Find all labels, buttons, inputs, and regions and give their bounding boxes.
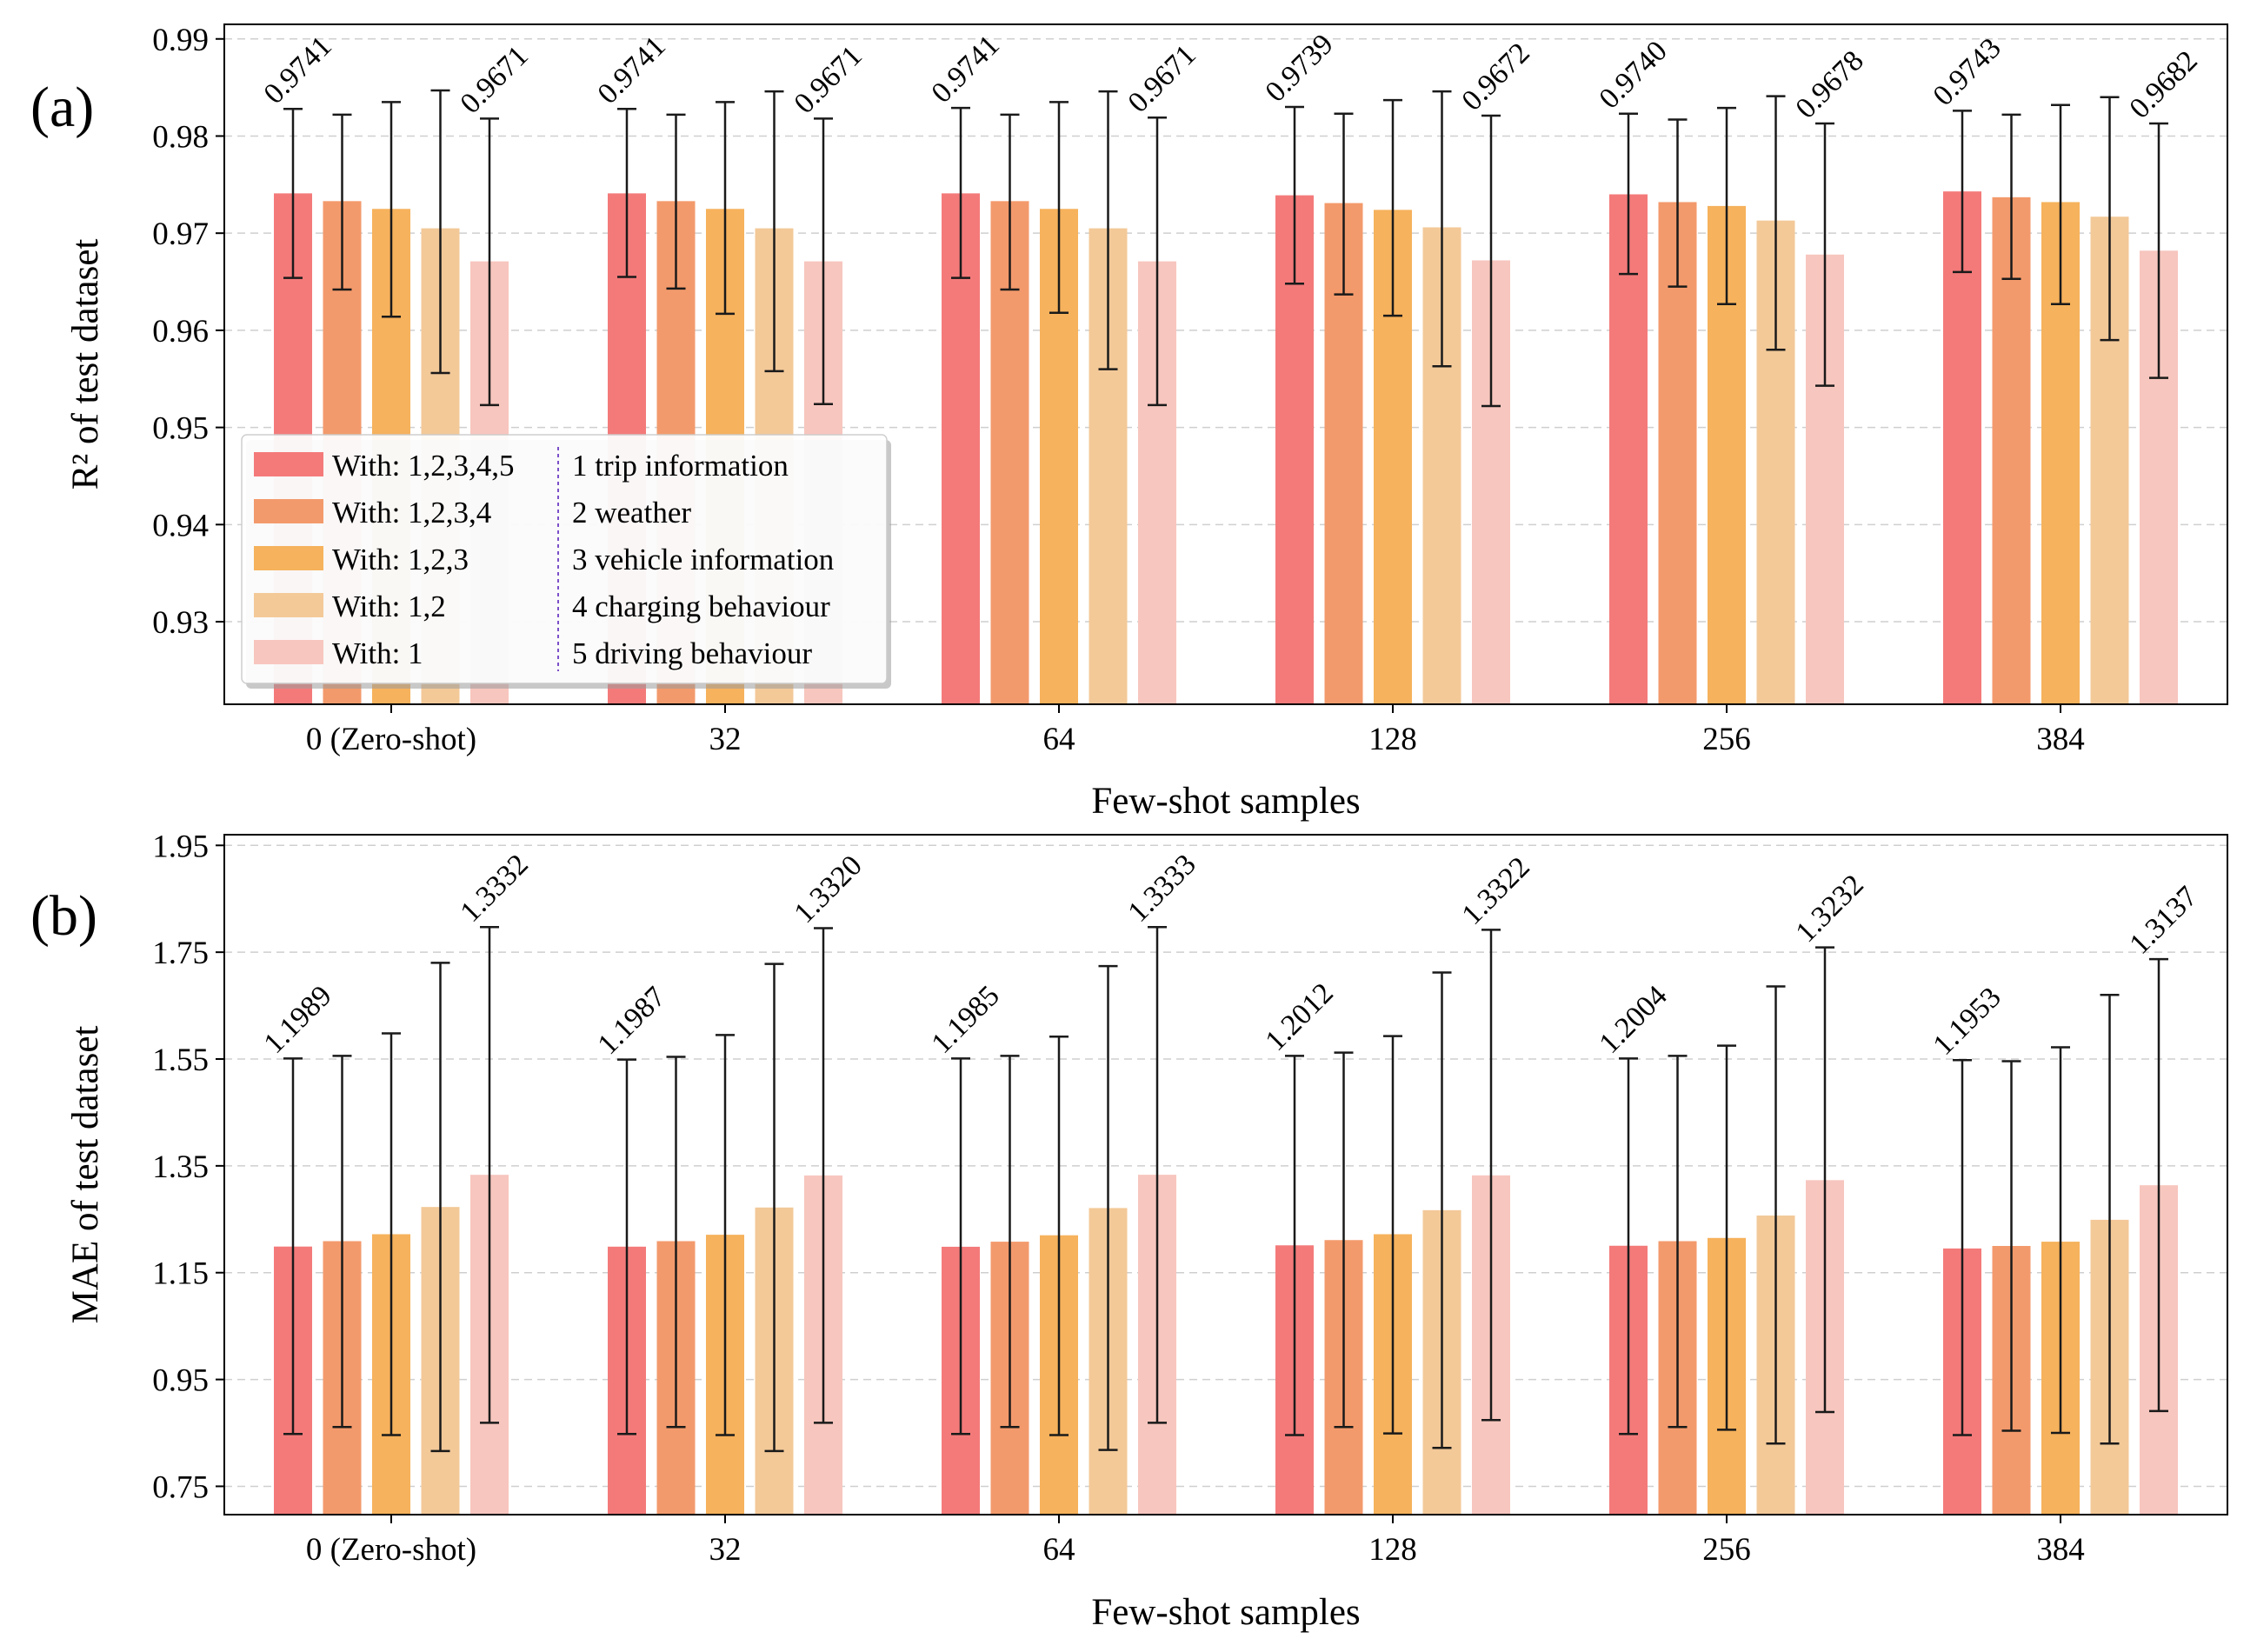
value-label: 1.1985 — [925, 980, 1005, 1060]
value-label: 0.9678 — [1789, 44, 1869, 124]
x-tick-label: 128 — [1368, 1532, 1417, 1568]
x-tick-label: 64 — [1043, 1532, 1075, 1568]
y-tick-label: 1.35 — [152, 1149, 209, 1185]
value-label: 1.3333 — [1122, 849, 1202, 929]
x-tick-label: 64 — [1043, 722, 1075, 757]
y-tick-label: 0.96 — [152, 314, 209, 350]
y-tick-label: 1.75 — [152, 936, 209, 971]
value-label: 1.2004 — [1593, 980, 1673, 1060]
value-label: 1.3322 — [1455, 851, 1535, 931]
value-label: 1.1953 — [1927, 982, 2007, 1062]
legend: With: 1,2,3,4,5 1 trip information With: 1… — [241, 434, 891, 689]
legend-swatch — [254, 546, 323, 570]
y-tick-label: 0.97 — [152, 216, 209, 252]
value-label: 1.3137 — [2123, 881, 2203, 961]
legend-entry-label: With: 1 — [332, 636, 423, 670]
y-axis-label: MAE of test dataset — [65, 1026, 106, 1324]
legend-swatch — [254, 499, 323, 523]
y-tick-label: 0.93 — [152, 605, 209, 641]
x-axis-label: Few-shot samples — [1091, 781, 1360, 822]
y-tick-label: 0.75 — [152, 1469, 209, 1505]
axes-frame — [223, 834, 2228, 1515]
x-tick-label: 0 (Zero-shot) — [306, 1532, 476, 1568]
legend-entry-label: With: 1,2,3,4,5 — [332, 449, 515, 483]
value-label: 0.9740 — [1593, 35, 1673, 115]
legend-box — [241, 434, 888, 684]
value-label: 0.9671 — [1122, 39, 1202, 119]
legend-note: 2 weather — [572, 496, 691, 530]
legend-swatch — [254, 452, 323, 476]
panel-label: (b) — [30, 884, 97, 948]
panel-a: 0.9741 0.9741 0.9741 0.9739 0.9740 0.9743 0.96… — [30, 23, 2228, 822]
value-label: 0.9672 — [1455, 37, 1535, 117]
panel-b: 1.1989 1.1987 1.1985 1.2012 1.2004 1.1953 1.33… — [30, 829, 2228, 1633]
x-tick-label: 32 — [709, 722, 742, 757]
value-label: 1.1989 — [257, 980, 337, 1060]
value-label: 1.3332 — [454, 849, 534, 929]
bar — [1943, 191, 1981, 705]
x-axis-label: Few-shot samples — [1091, 1592, 1360, 1633]
y-tick-label: 0.95 — [152, 411, 209, 447]
value-label: 0.9741 — [257, 30, 337, 110]
y-tick-label: 0.98 — [152, 119, 209, 155]
value-label: 0.9743 — [1927, 32, 2007, 112]
y-axis-label: R² of test dataset — [65, 239, 106, 490]
value-label: 0.9741 — [925, 29, 1005, 109]
x-tick-label: 128 — [1368, 722, 1417, 757]
x-tick-label: 384 — [2036, 722, 2085, 757]
x-tick-label: 256 — [1702, 1532, 1751, 1568]
value-label: 1.1987 — [591, 981, 671, 1061]
value-label: 1.3232 — [1789, 869, 1869, 949]
bar — [1992, 197, 2031, 704]
legend-swatch — [254, 593, 323, 617]
legend-entry-label: With: 1,2,3 — [332, 543, 469, 576]
value-label: 0.9741 — [591, 30, 671, 110]
bar — [1609, 194, 1648, 704]
panel-label: (a) — [30, 76, 94, 139]
legend-entry-label: With: 1,2 — [332, 590, 446, 623]
axes-frame — [223, 23, 2228, 705]
y-tick-label: 1.15 — [152, 1256, 209, 1292]
value-label: 0.9739 — [1259, 28, 1339, 108]
value-label: 1.3320 — [788, 849, 868, 929]
x-tick-label: 32 — [709, 1532, 742, 1568]
value-label: 0.9671 — [454, 40, 534, 120]
y-tick-label: 1.55 — [152, 1042, 209, 1078]
x-tick-label: 384 — [2036, 1532, 2085, 1568]
legend-note: 5 driving behaviour — [572, 636, 812, 670]
x-tick-label: 0 (Zero-shot) — [306, 722, 476, 757]
y-tick-label: 0.95 — [152, 1363, 209, 1399]
legend-entry-label: With: 1,2,3,4 — [332, 496, 491, 530]
legend-note: 4 charging behaviour — [572, 590, 830, 623]
value-label: 0.9671 — [788, 40, 868, 120]
value-label: 0.9682 — [2123, 44, 2203, 124]
y-tick-label: 0.94 — [152, 508, 209, 543]
y-tick-label: 0.99 — [152, 23, 209, 58]
y-tick-label: 1.95 — [152, 829, 209, 864]
value-label: 1.2012 — [1259, 977, 1339, 1057]
legend-note: 3 vehicle information — [572, 543, 834, 576]
legend-note: 1 trip information — [572, 449, 789, 483]
x-tick-label: 256 — [1702, 722, 1751, 757]
legend-swatch — [254, 640, 323, 664]
